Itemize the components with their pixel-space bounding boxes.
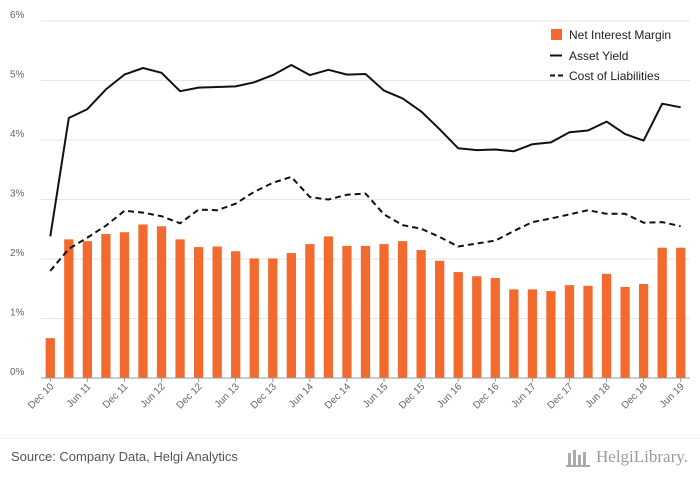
- bar: [527, 289, 538, 378]
- x-tick-label: Jun 12: [139, 381, 168, 410]
- line-cost-of-liabilities: [49, 175, 681, 272]
- bar: [138, 224, 148, 378]
- y-tick-label: 5%: [10, 70, 25, 81]
- bar: [379, 244, 389, 378]
- bar: [509, 289, 519, 378]
- bar: [397, 241, 408, 378]
- x-tick-label: Dec 10: [26, 381, 56, 411]
- x-tick-label: Dec 17: [545, 381, 575, 411]
- bar: [583, 285, 593, 378]
- legend: Net Interest Margin Asset Yield Cost of …: [550, 28, 671, 83]
- bar: [231, 251, 241, 378]
- x-tick-label: Dec 14: [323, 381, 353, 411]
- y-axis-tick-labels: 0% 1% 2% 3% 4% 5% 6%: [10, 10, 25, 378]
- bar: [64, 239, 74, 378]
- bar: [657, 247, 667, 378]
- x-axis: [41, 377, 690, 382]
- bar: [435, 260, 445, 378]
- bar: [453, 272, 463, 378]
- y-tick-label: 4%: [10, 129, 25, 140]
- y-tick-label: 0%: [10, 367, 25, 378]
- bar: [193, 247, 204, 378]
- bar: [212, 246, 222, 378]
- bar: [82, 241, 92, 378]
- bar: [323, 236, 334, 378]
- x-tick-label: Jun 14: [287, 381, 316, 410]
- helgi-library-logo[interactable]: HelgiLibrary.: [566, 447, 688, 467]
- x-tick-label: Jun 11: [65, 381, 94, 410]
- y-tick-label: 3%: [10, 189, 25, 200]
- x-tick-label: Dec 16: [471, 381, 501, 411]
- bar: [156, 226, 167, 378]
- bar: [45, 338, 55, 378]
- legend-label-asset-yield: Asset Yield: [569, 49, 628, 63]
- bar: [286, 253, 296, 378]
- x-tick-label: Jun 17: [509, 381, 538, 410]
- bar: [101, 234, 111, 378]
- bar: [249, 258, 259, 378]
- x-tick-label: Dec 15: [397, 381, 427, 411]
- x-tick-label: Jun 15: [361, 381, 390, 410]
- legend-label-net-interest-margin: Net Interest Margin: [569, 28, 671, 42]
- bar-series-net-interest-margin: [45, 224, 686, 378]
- bar: [676, 247, 686, 378]
- y-tick-label: 6%: [10, 10, 25, 21]
- chart-canvas: 0%1%2%3%4%5%6% Dec 10 Jun 11 Dec 11 Jun 12 D…: [10, 10, 690, 412]
- bar: [360, 245, 371, 378]
- bar: [342, 245, 352, 378]
- bar: [305, 244, 315, 378]
- bar: [620, 286, 630, 378]
- x-tick-label: Jun 19: [658, 381, 687, 410]
- x-axis-tick-labels: Dec 10 Jun 11 Dec 11 Jun 12 Dec 12 Jun 13 Dec …: [26, 381, 687, 411]
- bar: [175, 239, 185, 378]
- bar: [119, 232, 130, 378]
- source-note: Source: Company Data, Helgi Analytics: [11, 449, 238, 464]
- line-asset-yield: [49, 64, 681, 237]
- x-tick-label: Jun 13: [213, 381, 242, 410]
- library-logo-icon: [566, 450, 590, 467]
- bar: [546, 291, 556, 378]
- line-series-layer: [49, 64, 681, 272]
- legend-swatch-bar: [551, 29, 562, 40]
- bar: [564, 285, 575, 378]
- x-tick-label: Dec 12: [175, 381, 205, 411]
- x-tick-label: Jun 18: [584, 381, 613, 410]
- y-tick-label: 2%: [10, 248, 25, 259]
- footer-divider: [0, 438, 700, 439]
- x-tick-label: Dec 13: [249, 381, 279, 411]
- legend-label-cost-of-liabilities: Cost of Liabilities: [569, 69, 660, 83]
- bar: [601, 273, 612, 378]
- grid-lines: [41, 20, 690, 319]
- bar: [416, 250, 426, 378]
- y-tick-label: 1%: [10, 308, 25, 319]
- bar: [639, 283, 649, 378]
- bar: [268, 258, 278, 378]
- bar: [490, 278, 500, 378]
- x-tick-label: Dec 11: [101, 381, 131, 411]
- logo-text: HelgiLibrary.: [596, 447, 688, 466]
- x-tick-label: Dec 18: [620, 381, 650, 411]
- x-tick-label: Jun 16: [435, 381, 464, 410]
- bar: [472, 276, 482, 378]
